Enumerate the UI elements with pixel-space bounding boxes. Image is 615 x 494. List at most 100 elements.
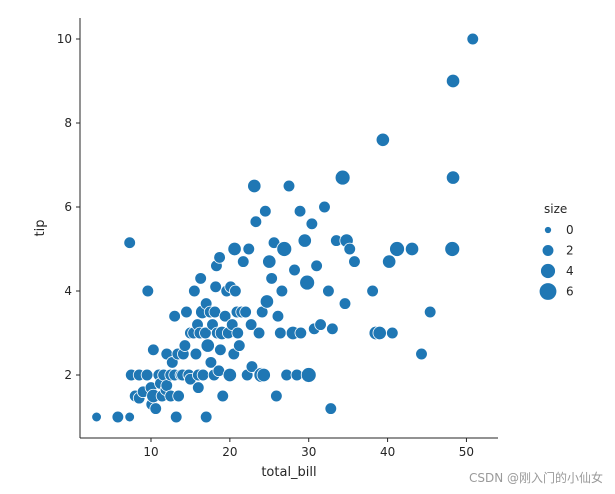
scatter-point: [334, 169, 351, 186]
scatter-point: [189, 347, 203, 361]
scatter-point: [123, 236, 136, 249]
legend-marker: [541, 244, 555, 257]
scatter-point: [262, 254, 277, 269]
scatter-point: [444, 241, 461, 257]
scatter-point: [294, 326, 308, 340]
scatter-point: [168, 309, 181, 323]
scatter-point: [196, 368, 210, 382]
scatter-point: [213, 251, 226, 264]
scatter-point: [423, 305, 437, 319]
x-tick-label: 30: [301, 445, 316, 459]
scatter-point: [192, 381, 205, 394]
scatter-point: [141, 284, 155, 298]
scatter-point: [245, 360, 259, 373]
scatter-point: [324, 402, 338, 415]
scatter-point: [91, 411, 102, 423]
scatter-point: [343, 242, 356, 256]
legend-label: 0: [566, 223, 574, 237]
scatter-point: [305, 217, 319, 231]
scatter-point: [218, 309, 232, 323]
scatter-point: [300, 367, 317, 383]
scatter-point: [172, 389, 185, 403]
scatter-point: [375, 132, 390, 147]
scatter-point: [382, 254, 397, 269]
legend-marker: [540, 263, 556, 279]
scatter-point: [326, 322, 339, 336]
scatter-point: [178, 339, 192, 352]
scatter-point: [124, 411, 135, 423]
y-axis-label: tip: [33, 220, 48, 237]
x-axis-ticks: 10 20 30 40 50: [143, 438, 474, 459]
scatter-point: [237, 255, 250, 268]
scatter-point: [204, 356, 218, 369]
legend-marker: [538, 282, 558, 301]
legend-label: 2: [566, 244, 574, 258]
scatter-point: [318, 200, 331, 214]
scatter-point: [282, 179, 296, 193]
scatter-point: [249, 215, 263, 228]
scatter-point: [222, 367, 237, 383]
scatter-point: [445, 170, 461, 185]
x-tick-label: 40: [380, 445, 395, 459]
scatter-point: [293, 204, 307, 218]
scatter-point: [299, 274, 316, 291]
scatter-point: [216, 389, 230, 403]
scatter-point: [239, 305, 252, 319]
scatter-point: [147, 343, 160, 357]
scatter-point: [149, 402, 162, 415]
scatter-point: [227, 241, 242, 257]
scatter-point: [466, 32, 480, 46]
scatter-point: [180, 305, 193, 319]
scatter-point: [252, 326, 266, 340]
scatter-point: [322, 284, 335, 298]
scatter-point: [338, 297, 352, 310]
x-tick-label: 50: [459, 445, 474, 459]
scatter-point: [389, 241, 405, 257]
scatter-point: [256, 367, 271, 383]
scatter-point: [160, 379, 174, 392]
y-tick-label: 6: [64, 200, 72, 214]
y-tick-label: 10: [57, 32, 72, 46]
y-tick-label: 2: [64, 368, 72, 382]
scatter-point: [140, 368, 154, 382]
scatter-point: [259, 204, 272, 218]
scatter-point: [265, 272, 278, 285]
scatter-point: [348, 255, 361, 268]
scatter-point: [366, 284, 379, 298]
scatter-point: [270, 389, 283, 403]
scatter-point: [199, 410, 213, 424]
watermark: CSDN @刚入门的小仙女: [468, 471, 603, 485]
scatter-point: [244, 318, 258, 331]
scatter-point: [404, 241, 420, 257]
scatter-point: [214, 343, 227, 357]
x-tick-label: 20: [222, 445, 237, 459]
scatter-point: [386, 326, 399, 340]
scatter-point: [231, 326, 244, 340]
legend-label: 4: [566, 264, 574, 278]
scatter-point: [275, 284, 289, 298]
scatter-point: [297, 233, 312, 248]
legend-title: size: [544, 202, 567, 216]
scatter-point: [310, 259, 323, 273]
scatter-point: [200, 338, 215, 353]
scatter-point: [111, 410, 125, 424]
scatter-point: [209, 280, 222, 294]
scatter-point: [247, 178, 262, 194]
x-tick-label: 10: [143, 445, 158, 459]
scatter-point: [372, 325, 387, 341]
scatter-point: [288, 263, 301, 277]
scatter-point: [194, 272, 207, 285]
scatter-point: [242, 242, 256, 256]
scatter-point: [274, 326, 287, 340]
legend-marker: [544, 226, 552, 234]
scatter-point: [259, 294, 275, 309]
y-tick-label: 8: [64, 116, 72, 130]
scatter-point: [229, 284, 242, 298]
scatter-point: [276, 241, 293, 257]
scatter-point: [169, 410, 183, 424]
scatter-point: [445, 73, 461, 89]
scatter-point: [233, 339, 246, 352]
y-axis-ticks: 2 4 6 8 10: [57, 32, 80, 382]
x-axis-label: total_bill: [261, 465, 316, 480]
